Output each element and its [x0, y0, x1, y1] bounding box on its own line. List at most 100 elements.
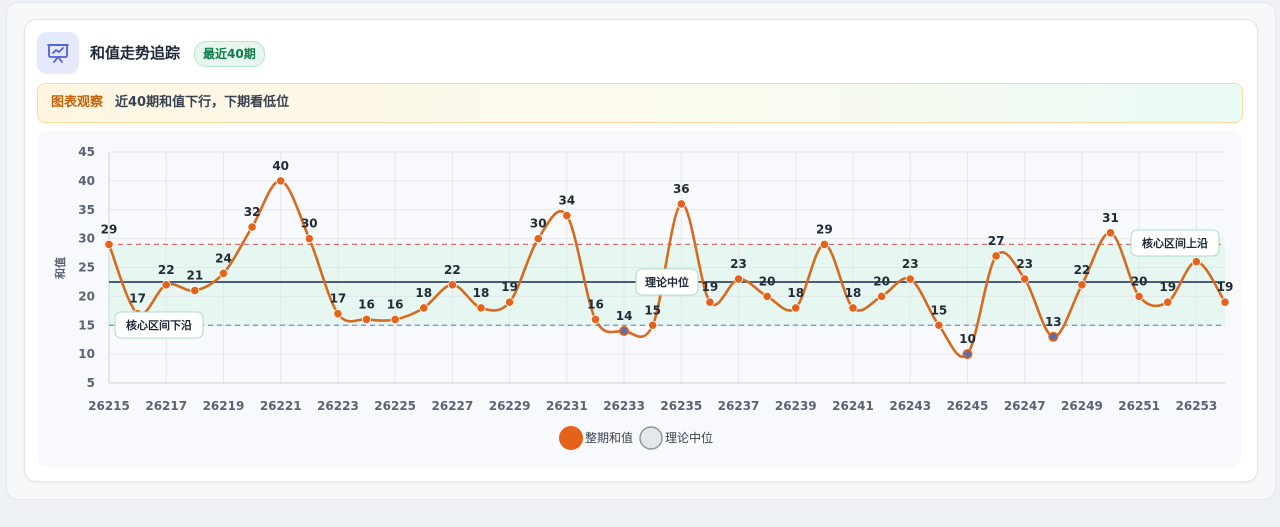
- chart-presentation-icon: [37, 32, 79, 74]
- data-point: [1134, 291, 1144, 301]
- data-label: 19: [1217, 280, 1234, 294]
- x-tick-label: 26219: [203, 399, 245, 413]
- data-label: 30: [530, 217, 547, 231]
- y-tick-label: 35: [78, 203, 95, 217]
- median-annotation: 理论中位: [645, 275, 689, 289]
- data-point: [533, 234, 543, 244]
- data-point: [676, 199, 686, 209]
- data-label: 22: [158, 263, 175, 277]
- data-point: [390, 314, 400, 325]
- upper-band-annotation-box: [1130, 229, 1220, 257]
- data-point: [247, 222, 257, 232]
- data-label: 18: [787, 286, 804, 300]
- data-point: [218, 268, 229, 278]
- data-point: [733, 274, 744, 284]
- observation-label: 图表观察: [51, 95, 104, 110]
- x-tick-label: 26223: [317, 399, 359, 413]
- x-tick-label: 26235: [660, 399, 702, 413]
- y-tick-label: 25: [78, 261, 95, 275]
- series-line-sum: [107, 179, 1227, 359]
- data-label: 23: [902, 257, 919, 271]
- x-tick-label: 26221: [260, 399, 302, 413]
- data-point: [447, 280, 457, 290]
- y-tick-label: 45: [78, 145, 95, 159]
- data-point: [1077, 280, 1087, 290]
- data-point: [161, 280, 171, 290]
- y-tick-label: 30: [78, 232, 95, 246]
- data-point: [848, 303, 858, 313]
- data-label: 17: [330, 292, 347, 306]
- data-label: 29: [816, 222, 833, 236]
- data-point: [819, 239, 829, 249]
- data-point: [1220, 297, 1230, 307]
- data-label: 13: [1045, 315, 1062, 329]
- x-tick-label: 26225: [374, 399, 416, 413]
- data-label: 40: [272, 159, 289, 173]
- data-point: [1163, 297, 1173, 307]
- data-point: [934, 320, 944, 330]
- y-tick-label: 20: [78, 289, 95, 303]
- x-tick-label: 26241: [832, 399, 874, 413]
- data-point: [590, 314, 601, 325]
- data-label: 34: [558, 194, 575, 208]
- y-tick-label: 5: [87, 376, 95, 390]
- x-tick-label: 26249: [1061, 399, 1103, 413]
- data-label: 23: [1016, 257, 1033, 271]
- x-tick-label: 26253: [1176, 399, 1218, 413]
- data-label: 16: [387, 297, 404, 311]
- x-tick-label: 26243: [889, 399, 931, 413]
- legend-label-median: 理论中位: [665, 430, 713, 445]
- legend-label-sum: 整期和值: [585, 430, 633, 445]
- x-tick-label: 26239: [775, 399, 817, 413]
- x-tick-label: 26247: [1004, 399, 1046, 413]
- data-label: 29: [101, 222, 118, 236]
- median-annotation-box: [635, 268, 699, 296]
- data-label: 16: [358, 297, 375, 311]
- legend-marker-median: [639, 426, 663, 450]
- upper-band-annotation: 核心区间上沿: [1142, 236, 1208, 250]
- x-tick-label: 26251: [1118, 399, 1160, 413]
- data-label: 18: [845, 286, 862, 300]
- period-badge: 最近40期: [194, 41, 265, 67]
- data-point: [562, 210, 572, 221]
- data-point: [705, 297, 715, 307]
- data-point: [905, 274, 915, 284]
- data-label: 18: [415, 286, 432, 300]
- data-label: 19: [702, 280, 719, 294]
- data-point: [276, 176, 286, 186]
- data-label: 36: [673, 182, 690, 196]
- data-label: 20: [1131, 274, 1148, 288]
- data-point: [1191, 257, 1201, 267]
- y-tick-label: 40: [78, 174, 95, 188]
- x-tick-label: 26215: [88, 399, 130, 413]
- data-label: 10: [959, 332, 976, 346]
- data-point: [648, 320, 658, 330]
- data-point: [333, 309, 343, 319]
- observation-banner: 图表观察 近40期和值下行，下期看低位: [37, 83, 1243, 123]
- x-tick-label: 26217: [145, 399, 187, 413]
- data-point: [304, 234, 314, 244]
- x-tick-label: 26245: [947, 399, 989, 413]
- data-label: 20: [759, 274, 776, 288]
- data-label: 24: [215, 251, 232, 265]
- data-point: [1105, 228, 1116, 238]
- data-label: 15: [644, 303, 661, 317]
- data-point: [1020, 274, 1030, 284]
- lower-band-annotation-box: [114, 311, 204, 339]
- data-label: 19: [1159, 280, 1176, 294]
- data-label: 31: [1102, 211, 1119, 225]
- y-axis-title: 和值: [53, 257, 67, 279]
- data-label: 21: [186, 269, 203, 283]
- lower-band-annotation: 核心区间下沿: [126, 318, 192, 332]
- data-point: [361, 314, 372, 325]
- x-tick-label: 26231: [546, 399, 588, 413]
- y-tick-label: 15: [78, 318, 95, 332]
- data-point: [962, 349, 973, 360]
- observation-text: 近40期和值下行，下期看低位: [115, 95, 290, 110]
- card-title: 和值走势追踪: [90, 44, 181, 62]
- legend-marker-sum: [559, 426, 583, 450]
- data-point: [762, 291, 772, 301]
- x-tick-label: 26233: [603, 399, 645, 413]
- data-label: 15: [930, 303, 947, 317]
